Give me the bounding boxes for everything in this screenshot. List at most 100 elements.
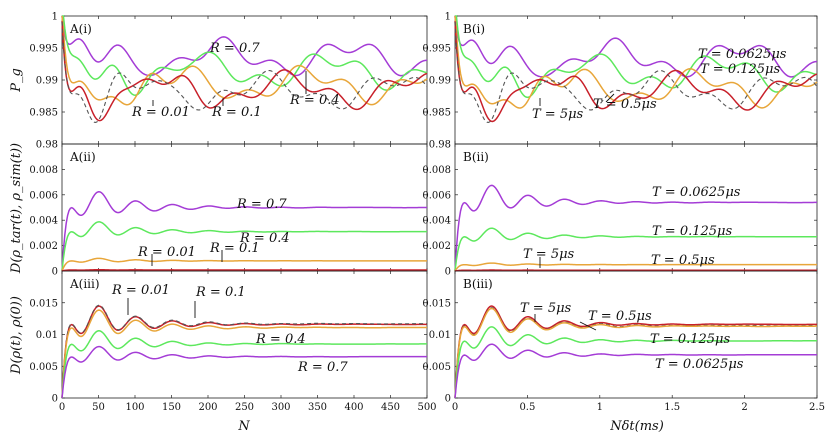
curve-annotation: T = 0.5μs <box>593 97 657 112</box>
curve-annotation: T = 5μs <box>520 301 572 316</box>
series-line <box>454 262 817 272</box>
curve-annotation: T = 0.125μs <box>652 224 732 239</box>
curve-annotation: R = 0.01 <box>111 283 170 298</box>
panel-label: B(ii) <box>463 150 489 164</box>
series-line <box>454 307 818 398</box>
series-line <box>61 268 427 272</box>
y-tick-label: 0.015 <box>29 298 58 309</box>
series-line <box>61 257 427 272</box>
curve-annotation: T = 5μs <box>523 247 575 262</box>
curve-annotation: T = 0.0625μs <box>652 185 741 200</box>
ylabel-middle: D(ρ_tar(t), ρ_sim(t)) <box>9 143 24 274</box>
series-line <box>61 190 427 272</box>
curve-annotation: R = 0.1 <box>195 285 246 300</box>
y-tick-label: 0.985 <box>422 108 451 119</box>
y-tick-label: 0.99 <box>36 76 58 87</box>
x-tick-label: 0.5 <box>519 402 535 413</box>
curve-annotation: R = 0.7 <box>236 197 287 212</box>
y-tick-label: 0.985 <box>29 108 58 119</box>
panel-label: A(ii) <box>69 150 96 164</box>
series-line <box>61 221 427 271</box>
ylabel-top: P_g <box>9 68 24 93</box>
series-line <box>454 305 817 399</box>
y-tick-label: 0.004 <box>422 216 451 227</box>
x-tick-label: 50 <box>92 402 105 413</box>
series-line <box>454 227 817 271</box>
annotation-pointer <box>605 93 615 103</box>
series-line <box>61 330 427 399</box>
x-tick-label: 300 <box>271 402 290 413</box>
series-line <box>454 15 818 78</box>
panel-label: A(iii) <box>69 277 100 291</box>
panel-A(ii): 0 0.002 0.004 0.006 0.008 A(ii) R = 0.7 R = 0.4… <box>29 143 428 278</box>
series-line <box>454 21 818 123</box>
y-tick-label: 0.008 <box>422 165 451 176</box>
x-tick-label: 400 <box>344 402 363 413</box>
x-tick-label: 1.5 <box>664 402 680 413</box>
series-line <box>454 269 817 272</box>
y-tick-label: 0 <box>52 267 58 278</box>
panel-frame <box>454 270 818 399</box>
y-tick-label: 0.99 <box>429 76 451 87</box>
curve-annotation: R = 0.4 <box>239 231 290 246</box>
x-tick-label: 0 <box>452 402 458 413</box>
y-tick-label: 1 <box>52 12 58 23</box>
series-line <box>61 309 428 398</box>
x-tick-label: 200 <box>198 402 217 413</box>
x-tick-label: 0 <box>59 402 65 413</box>
x-tick-label: 500 <box>417 402 436 413</box>
x-tick-label: 2 <box>741 402 747 413</box>
y-tick-label: 0 <box>52 394 58 405</box>
y-tick-label: 0 <box>445 394 451 405</box>
y-tick-label: 0.01 <box>429 330 451 341</box>
series-line <box>454 184 817 272</box>
y-tick-label: 0.006 <box>29 190 58 201</box>
panel-label: A(i) <box>69 22 92 36</box>
y-tick-label: 0.98 <box>36 140 58 151</box>
x-tick-label: 1 <box>597 402 603 413</box>
panel-B(iii): 0 0.5 1 1.5 2 2.5 0 0.005 0.01 0.015 B(iii) T = 5μs… <box>422 270 825 413</box>
y-tick-label: 0.002 <box>422 241 451 252</box>
series-line <box>61 21 428 124</box>
panel-frame <box>61 15 428 145</box>
panel-B(ii): 0 0.002 0.004 0.006 0.008 B(ii) T = 0.0625μs T … <box>422 143 818 278</box>
series-line <box>454 15 818 109</box>
x-tick-label: 350 <box>308 402 327 413</box>
curve-annotation: T = 0.0625μs <box>655 357 744 372</box>
curve-annotation: R = 0.4 <box>255 332 306 347</box>
series-line <box>454 326 818 399</box>
curve-annotation: T = 0.125μs <box>650 332 730 347</box>
curve-annotation: T = 5μs <box>532 107 584 122</box>
y-tick-label: 0.015 <box>422 298 451 309</box>
panels: 0.98 0.985 0.99 0.995 1 A(i) R = 0.7 R = 0.01 R … <box>29 12 825 414</box>
y-tick-label: 0 <box>445 267 451 278</box>
series-line <box>61 345 428 399</box>
curve-annotation: R = 0.1 <box>211 105 262 120</box>
x-tick-label: 2.5 <box>809 402 825 413</box>
panel-label: B(i) <box>463 22 485 36</box>
y-tick-label: 0.995 <box>422 44 451 55</box>
curve-annotation: T = 0.5μs <box>588 309 652 324</box>
curve-annotation: T = 0.125μs <box>700 62 780 77</box>
curve-annotation: T = 0.5μs <box>651 253 715 268</box>
y-tick-label: 0.008 <box>29 165 58 176</box>
panel-label: B(iii) <box>463 277 493 291</box>
curve-annotation: R = 0.4 <box>289 93 340 108</box>
curve-annotation: R = 0.1 <box>209 241 260 256</box>
y-tick-label: 1 <box>445 12 451 23</box>
y-tick-label: 0.005 <box>422 362 451 373</box>
xlabel-left: N <box>237 419 250 434</box>
y-tick-label: 0.006 <box>422 190 451 201</box>
panel-A(i): 0.98 0.985 0.99 0.995 1 A(i) R = 0.7 R = 0.01 R … <box>29 12 428 151</box>
series-line <box>61 304 427 398</box>
series-line <box>61 21 428 122</box>
xlabel-right: Nδt(ms) <box>609 419 664 434</box>
series-line <box>455 15 818 99</box>
y-tick-label: 0.995 <box>29 44 58 55</box>
curve-annotation: R = 0.7 <box>209 41 260 56</box>
series-line <box>61 305 427 399</box>
x-tick-label: 150 <box>162 402 181 413</box>
series-line <box>454 343 818 399</box>
